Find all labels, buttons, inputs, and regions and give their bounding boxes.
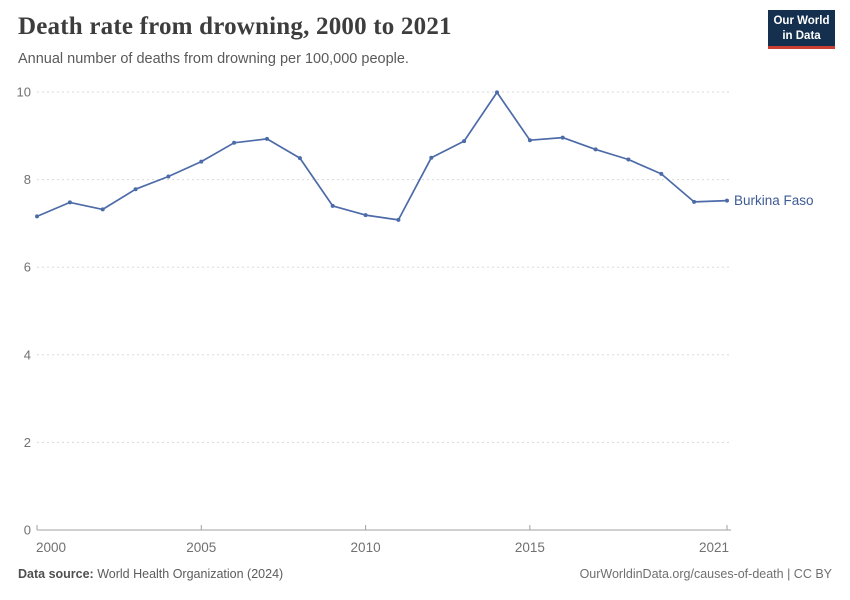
data-line-burkina-faso xyxy=(36,91,728,221)
owid-logo-text-line1: Our World xyxy=(773,15,830,27)
attribution-link[interactable]: OurWorldinData.org/causes-of-death | CC … xyxy=(579,567,832,581)
data-point-marker xyxy=(265,136,269,141)
chart-footer: Data source: World Health Organization (… xyxy=(18,567,832,581)
data-point-marker xyxy=(659,171,664,176)
data-point-marker xyxy=(527,138,532,143)
data-point-marker xyxy=(67,200,72,205)
data-point-marker xyxy=(560,135,565,140)
data-point-marker xyxy=(363,213,368,218)
data-point-marker xyxy=(133,187,138,192)
data-point-marker xyxy=(429,155,434,160)
data-source: Data source: World Health Organization (… xyxy=(18,567,283,581)
chart-subtitle: Annual number of deaths from drowning pe… xyxy=(18,51,409,67)
x-axis-tick-label: 2000 xyxy=(36,540,66,555)
owid-logo[interactable]: Our World in Data xyxy=(768,10,835,50)
data-point-marker xyxy=(593,147,598,152)
y-axis-tick-label: 10 xyxy=(17,85,31,100)
data-point-marker xyxy=(692,199,697,204)
x-axis-tick-label: 2015 xyxy=(515,540,545,555)
data-point-marker xyxy=(396,217,401,222)
chart-title: Death rate from drowning, 2000 to 2021 xyxy=(18,13,452,40)
data-source-label: Data source: xyxy=(18,567,94,581)
data-point-marker xyxy=(166,174,171,179)
data-point-marker xyxy=(626,157,631,162)
y-axis-tick-label: 2 xyxy=(24,435,31,450)
data-point-marker xyxy=(330,203,335,208)
data-point-marker xyxy=(199,159,204,164)
y-axis-tick-label: 0 xyxy=(24,523,31,538)
y-axis-tick-label: 4 xyxy=(24,347,31,362)
data-point-marker xyxy=(495,90,499,95)
data-point-marker xyxy=(462,139,467,144)
data-point-marker xyxy=(100,207,105,212)
data-point-marker xyxy=(297,156,302,161)
data-point-marker xyxy=(725,198,729,203)
owid-logo-text-line2: in Data xyxy=(782,29,821,42)
y-axis-tick-label: 8 xyxy=(24,172,31,187)
x-axis-tick-label: 2021 xyxy=(699,540,729,555)
data-point-marker xyxy=(232,140,237,145)
series-label-burkina-faso[interactable]: Burkina Faso xyxy=(734,193,814,208)
data-source-text: World Health Organization (2024) xyxy=(93,567,284,581)
data-point-marker xyxy=(35,214,39,219)
x-axis-tick-label: 2005 xyxy=(186,540,216,555)
y-axis-tick-label: 6 xyxy=(24,260,31,275)
x-axis-tick-label: 2010 xyxy=(351,540,381,555)
